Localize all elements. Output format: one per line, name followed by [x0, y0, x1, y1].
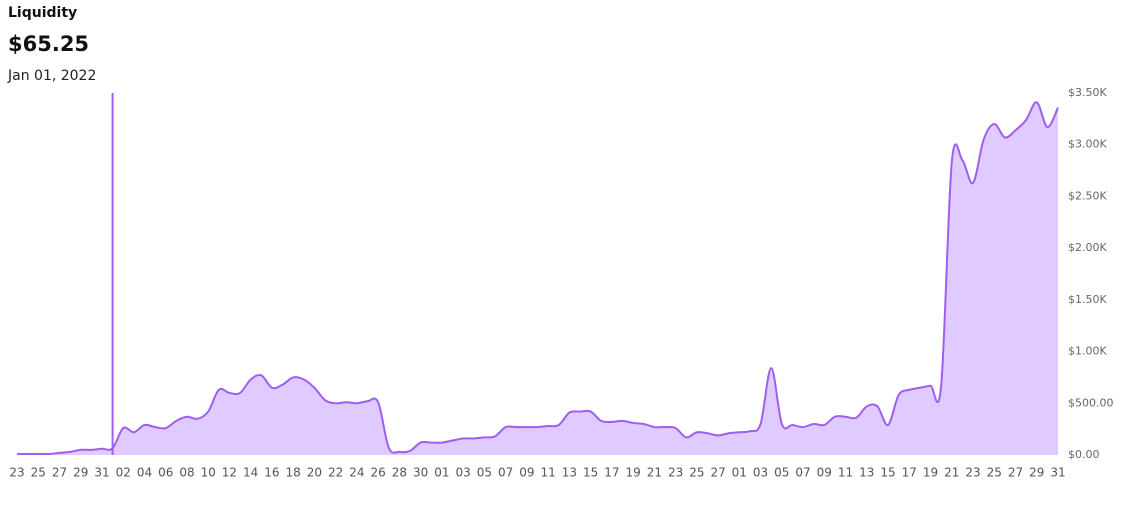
x-tick-label: 19	[923, 466, 938, 480]
x-tick-label: 27	[1008, 466, 1023, 480]
x-tick-label: 26	[371, 466, 386, 480]
x-tick-label: 15	[583, 466, 598, 480]
x-tick-label: 08	[179, 466, 194, 480]
x-tick-label: 30	[413, 466, 428, 480]
x-tick-label: 03	[753, 466, 768, 480]
x-tick-label: 20	[307, 466, 322, 480]
y-tick-label: $0.00	[1068, 448, 1100, 461]
x-tick-label: 31	[94, 466, 109, 480]
x-tick-label: 19	[625, 466, 640, 480]
x-tick-label: 14	[243, 466, 258, 480]
x-tick-label: 23	[9, 466, 24, 480]
headline-date: Jan 01, 2022	[7, 68, 96, 84]
x-tick-label: 17	[604, 466, 619, 480]
x-tick-label: 11	[540, 466, 555, 480]
y-tick-label: $1.50K	[1068, 293, 1107, 306]
x-tick-label: 18	[286, 466, 301, 480]
x-tick-label: 10	[201, 466, 216, 480]
y-tick-label: $3.50K	[1068, 86, 1107, 99]
x-tick-label: 29	[73, 466, 88, 480]
x-tick-label: 09	[519, 466, 534, 480]
headline-value: $65.25	[8, 32, 89, 56]
x-tick-label: 01	[732, 466, 747, 480]
y-tick-label: $2.50K	[1068, 189, 1107, 202]
x-tick-label: 27	[710, 466, 725, 480]
x-tick-label: 07	[795, 466, 810, 480]
x-tick-label: 13	[859, 466, 874, 480]
x-tick-label: 15	[880, 466, 895, 480]
x-tick-label: 21	[647, 466, 662, 480]
x-tick-label: 12	[222, 466, 237, 480]
x-tick-label: 27	[52, 466, 67, 480]
x-tick-label: 25	[987, 466, 1002, 480]
x-tick-label: 16	[264, 466, 279, 480]
x-tick-label: 23	[668, 466, 683, 480]
x-tick-label: 23	[965, 466, 980, 480]
x-tick-label: 07	[498, 466, 513, 480]
x-tick-label: 04	[137, 466, 152, 480]
x-tick-label: 31	[1050, 466, 1065, 480]
x-tick-label: 25	[689, 466, 704, 480]
x-tick-label: 03	[456, 466, 471, 480]
x-tick-label: 06	[158, 466, 173, 480]
y-tick-label: $1.00K	[1068, 345, 1107, 358]
x-tick-label: 28	[392, 466, 407, 480]
x-tick-label: 11	[838, 466, 853, 480]
x-tick-label: 05	[774, 466, 789, 480]
y-tick-label: $500.00	[1068, 396, 1114, 409]
line	[17, 101, 1059, 456]
x-tick-label: 25	[31, 466, 46, 480]
x-tick-label: 29	[1029, 466, 1044, 480]
x-tick-label: 02	[116, 466, 131, 480]
y-tick-label: $2.00K	[1068, 241, 1107, 254]
x-tick-label: 05	[477, 466, 492, 480]
x-tick-label: 01	[434, 466, 449, 480]
x-tick-label: 22	[328, 466, 343, 480]
x-tick-label: 17	[902, 466, 917, 480]
chart-title: Liquidity	[8, 5, 77, 21]
x-tick-label: 21	[944, 466, 959, 480]
x-tick-label: 13	[562, 466, 577, 480]
x-tick-label: 09	[817, 466, 832, 480]
x-tick-label: 24	[349, 466, 364, 480]
area	[17, 102, 1058, 455]
y-tick-label: $3.00K	[1068, 138, 1107, 151]
